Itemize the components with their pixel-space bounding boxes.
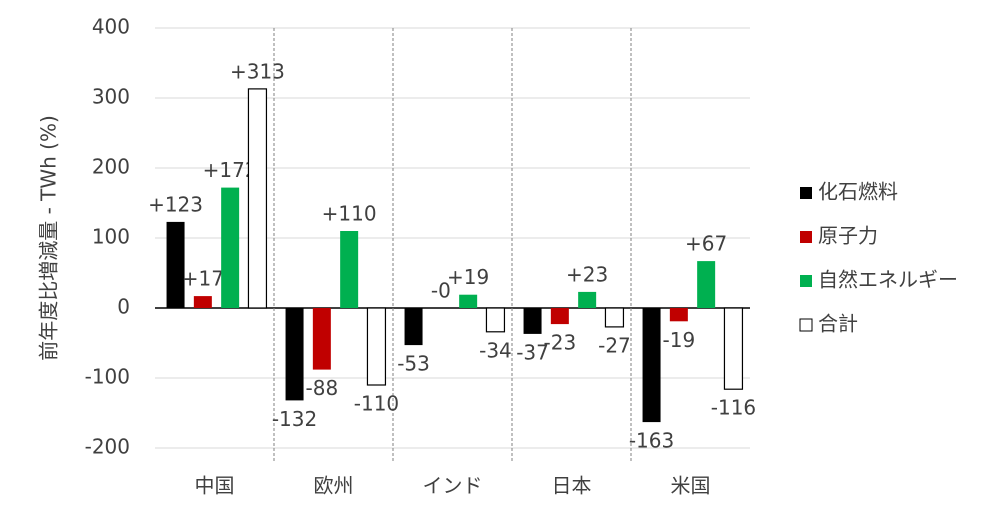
legend-swatch [800, 275, 812, 287]
y-tick-label: 200 [92, 155, 130, 179]
data-label: +110 [322, 202, 377, 226]
legend-label: 合計 [818, 312, 858, 336]
bar [404, 308, 423, 346]
y-tick-label: -200 [85, 435, 130, 459]
bar [604, 307, 625, 328]
bar [221, 187, 240, 308]
data-label: -163 [629, 429, 674, 453]
bar [312, 308, 331, 370]
data-label: -53 [397, 352, 430, 376]
x-tick-label: 日本 [552, 474, 592, 498]
data-label: -23 [544, 331, 577, 355]
bar [642, 308, 661, 423]
y-tick-label: 400 [92, 15, 130, 39]
data-label: -27 [598, 333, 631, 357]
data-label: +123 [148, 192, 203, 216]
legend-label: 化石燃料 [818, 180, 898, 204]
y-tick-label: -100 [85, 365, 130, 389]
bar [550, 308, 569, 325]
bar [723, 307, 744, 390]
legend-swatch [800, 187, 812, 199]
legend-swatch [800, 231, 812, 243]
bar [485, 307, 506, 333]
data-label: -0 [431, 279, 451, 303]
y-tick-label: 300 [92, 85, 130, 109]
bar [669, 308, 688, 322]
bar [285, 308, 304, 401]
y-tick-label: 100 [92, 225, 130, 249]
bar [459, 294, 478, 308]
bar [166, 221, 185, 308]
bar [340, 231, 359, 308]
x-tick-label: 中国 [195, 474, 235, 498]
legend-label: 原子力 [818, 224, 878, 248]
data-label: +17 [182, 267, 224, 291]
data-label: -88 [306, 376, 339, 400]
data-label: +19 [447, 265, 489, 289]
legend-swatch [799, 318, 813, 332]
data-label: -37 [516, 340, 549, 364]
legend-label: 自然エネルギー [818, 268, 958, 292]
y-tick-label: 0 [117, 295, 130, 319]
y-axis-title: 前年度比増減量 - TWh (%) [37, 115, 61, 361]
bar [697, 261, 716, 308]
bar [247, 88, 268, 309]
data-label: -116 [711, 396, 756, 420]
data-label: -110 [354, 392, 399, 416]
x-tick-label: 米国 [671, 474, 711, 498]
bar [523, 308, 542, 334]
data-label: +23 [566, 262, 608, 286]
x-tick-label: 欧州 [314, 474, 354, 498]
data-label: -132 [272, 407, 317, 431]
bar [193, 296, 212, 308]
data-label: +313 [230, 59, 285, 83]
data-label: +67 [685, 232, 727, 256]
data-label: -19 [663, 328, 696, 352]
data-label: -34 [479, 338, 512, 362]
bar [578, 291, 597, 308]
bar [366, 307, 387, 386]
x-tick-label: インド [423, 474, 483, 498]
